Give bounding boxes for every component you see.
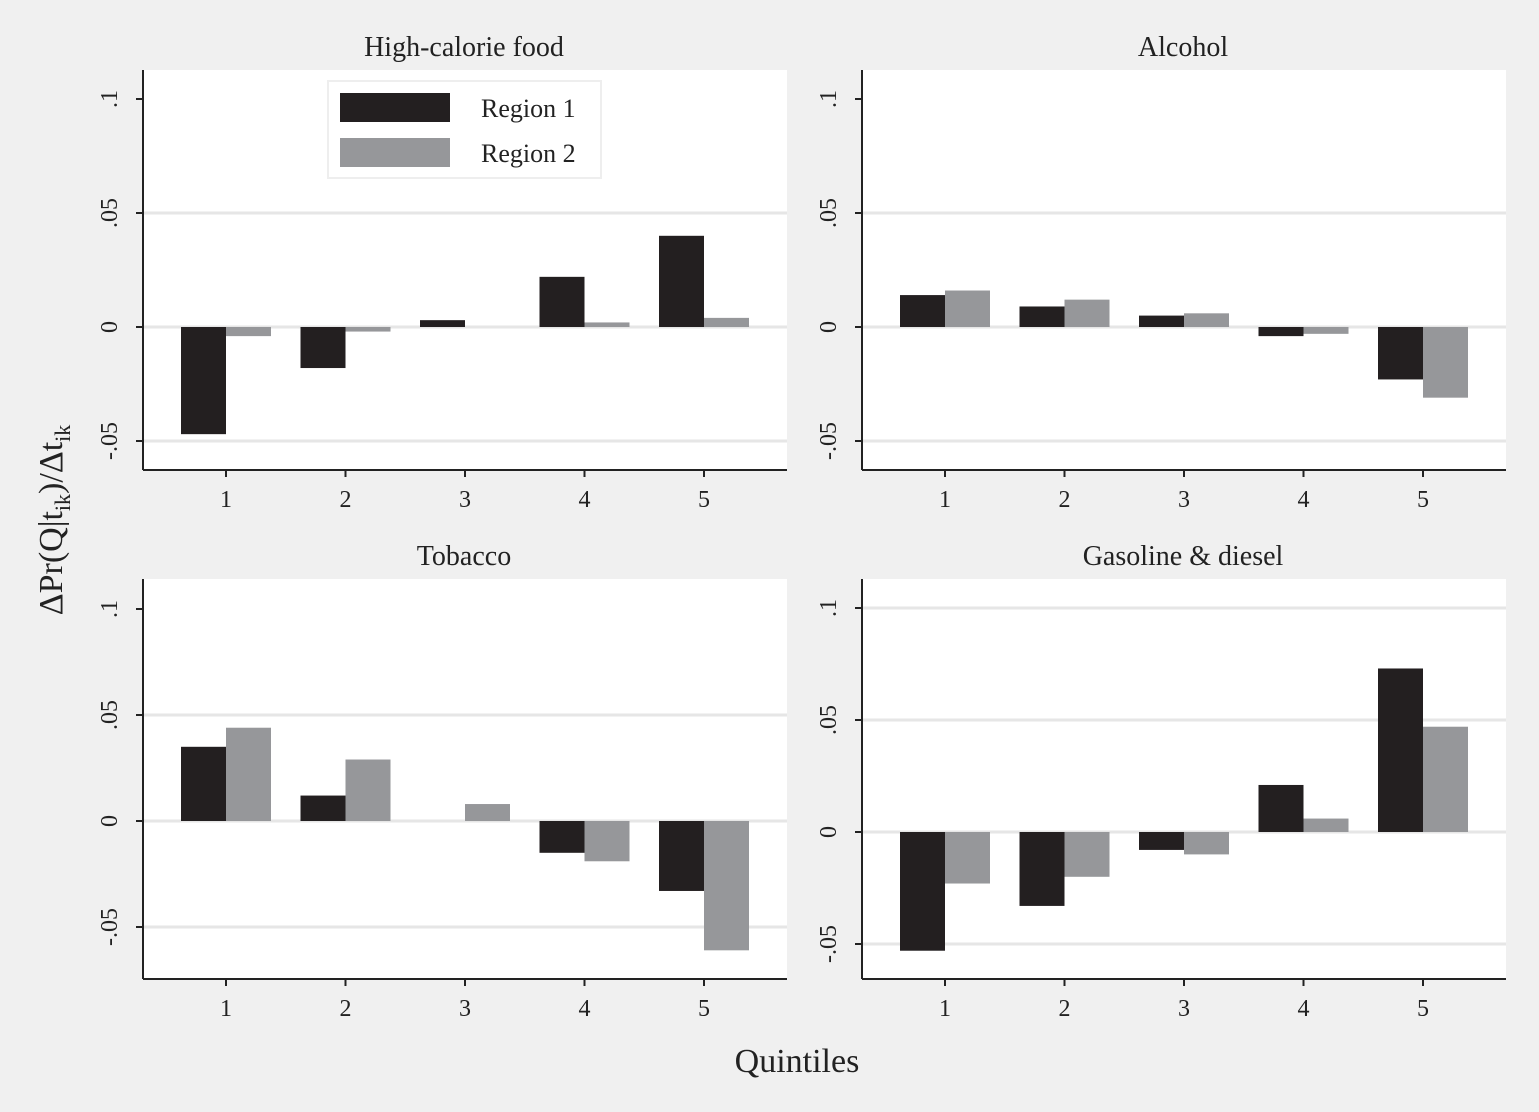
bar-region-1-q5 — [1378, 327, 1423, 380]
legend-swatch — [340, 93, 450, 122]
x-tick-label: 4 — [579, 996, 591, 1022]
bar-region-2-q3 — [465, 804, 510, 821]
panel-2: -.05 0 .05 .1 1 2 3 4 5 Alcohol — [816, 32, 1506, 513]
bar-region-1-q4 — [1258, 327, 1304, 337]
y-tick-label: .1 — [97, 90, 123, 108]
bar-region-2-q4 — [1303, 327, 1349, 334]
x-tick-label: 4 — [579, 487, 591, 513]
x-tick-label: 5 — [1417, 996, 1429, 1022]
svg-text:ΔPr(Q|tik)/Δtik: ΔPr(Q|tik)/Δtik — [33, 425, 75, 616]
x-tick-label: 3 — [459, 487, 471, 513]
bar-region-2-q2 — [1064, 832, 1110, 877]
bar-region-1-q3 — [1139, 832, 1184, 850]
panel-3: -.05 0 .05 .1 1 2 3 4 5 Tobacco — [97, 541, 787, 1022]
bar-region-2-q1 — [226, 327, 271, 337]
y-tick-label: .1 — [97, 600, 123, 618]
x-tick-label: 5 — [1417, 487, 1429, 513]
bar-region-1-q1 — [181, 327, 226, 435]
bar-region-1-q3 — [1139, 315, 1184, 327]
y-tick-label: -.05 — [97, 422, 123, 460]
panel-title: Tobacco — [417, 541, 511, 572]
panel-title: High-calorie food — [364, 32, 564, 63]
y-tick-label: -.05 — [816, 422, 842, 460]
bar-region-1-q5 — [1378, 668, 1423, 832]
y-tick-label: -.05 — [816, 925, 842, 963]
legend-label: Region 2 — [481, 139, 576, 168]
x-tick-label: 4 — [1298, 487, 1310, 513]
bar-region-1-q1 — [900, 832, 945, 951]
x-tick-label: 2 — [340, 996, 352, 1022]
x-tick-label: 4 — [1298, 996, 1310, 1022]
bar-region-1-q5 — [659, 235, 704, 327]
x-tick-label: 1 — [939, 996, 951, 1022]
x-tick-label: 3 — [1178, 487, 1190, 513]
bar-region-2-q1 — [945, 832, 990, 884]
x-axis-label: Quintiles — [735, 1043, 860, 1080]
y-tick-label: .05 — [97, 198, 123, 228]
bar-region-2-q1 — [945, 290, 990, 327]
y-tick-label: .05 — [816, 705, 842, 735]
plot-area — [862, 70, 1506, 470]
y-tick-label: -.05 — [97, 908, 123, 946]
legend-swatch — [340, 138, 450, 167]
bar-region-2-q5 — [704, 317, 749, 327]
y-axis-label: ΔPr(Q|tik)/Δtik — [33, 425, 75, 616]
x-tick-label: 1 — [220, 996, 232, 1022]
panel-1: -.05 0 .05 .1 1 2 3 4 5 High-calorie food Region 1… — [97, 32, 787, 513]
bar-region-1-q1 — [181, 746, 226, 821]
y-tick-label: .05 — [816, 198, 842, 228]
legend-label: Region 1 — [481, 94, 576, 123]
bar-region-1-q3 — [420, 320, 465, 327]
bar-region-2-q5 — [704, 821, 749, 951]
bar-region-1-q4 — [539, 276, 585, 327]
x-tick-label: 3 — [1178, 996, 1190, 1022]
x-tick-label: 5 — [698, 996, 710, 1022]
x-tick-label: 2 — [1059, 996, 1071, 1022]
bar-region-1-q2 — [300, 795, 346, 821]
y-tick-label: .1 — [816, 90, 842, 108]
bar-region-2-q3 — [1184, 832, 1229, 855]
x-tick-label: 2 — [340, 487, 352, 513]
bar-region-1-q4 — [539, 821, 585, 853]
x-tick-label: 1 — [220, 487, 232, 513]
bar-region-2-q2 — [1064, 299, 1110, 327]
x-tick-label: 3 — [459, 996, 471, 1022]
bar-region-2-q4 — [584, 821, 630, 862]
y-tick-label: 0 — [97, 815, 123, 827]
y-tick-label: 0 — [816, 826, 842, 838]
x-tick-label: 1 — [939, 487, 951, 513]
panel-title: Gasoline & diesel — [1083, 541, 1284, 572]
bar-region-1-q1 — [900, 295, 945, 327]
bar-region-2-q2 — [345, 327, 391, 332]
bar-region-1-q2 — [1019, 832, 1065, 906]
bar-region-2-q2 — [345, 759, 391, 821]
panel-4: -.05 0 .05 .1 1 2 3 4 5 Gasoline & diesel — [816, 541, 1506, 1022]
bar-region-2-q4 — [1303, 818, 1349, 832]
bar-region-2-q1 — [226, 727, 271, 821]
y-tick-label: .05 — [97, 700, 123, 730]
x-tick-label: 5 — [698, 487, 710, 513]
panel-title: Alcohol — [1138, 32, 1228, 63]
bar-region-1-q2 — [300, 327, 346, 369]
bar-region-2-q5 — [1423, 726, 1468, 832]
bar-region-1-q4 — [1258, 784, 1304, 832]
bar-region-2-q5 — [1423, 327, 1468, 398]
legend: Region 1 Region 2 — [327, 80, 602, 179]
y-tick-label: 0 — [97, 321, 123, 333]
x-tick-label: 2 — [1059, 487, 1071, 513]
bar-region-2-q3 — [1184, 313, 1229, 327]
y-tick-label: .1 — [816, 599, 842, 617]
bar-region-1-q2 — [1019, 306, 1065, 327]
bar-region-2-q4 — [584, 322, 630, 327]
y-tick-label: 0 — [816, 321, 842, 333]
bar-region-1-q5 — [659, 821, 704, 891]
